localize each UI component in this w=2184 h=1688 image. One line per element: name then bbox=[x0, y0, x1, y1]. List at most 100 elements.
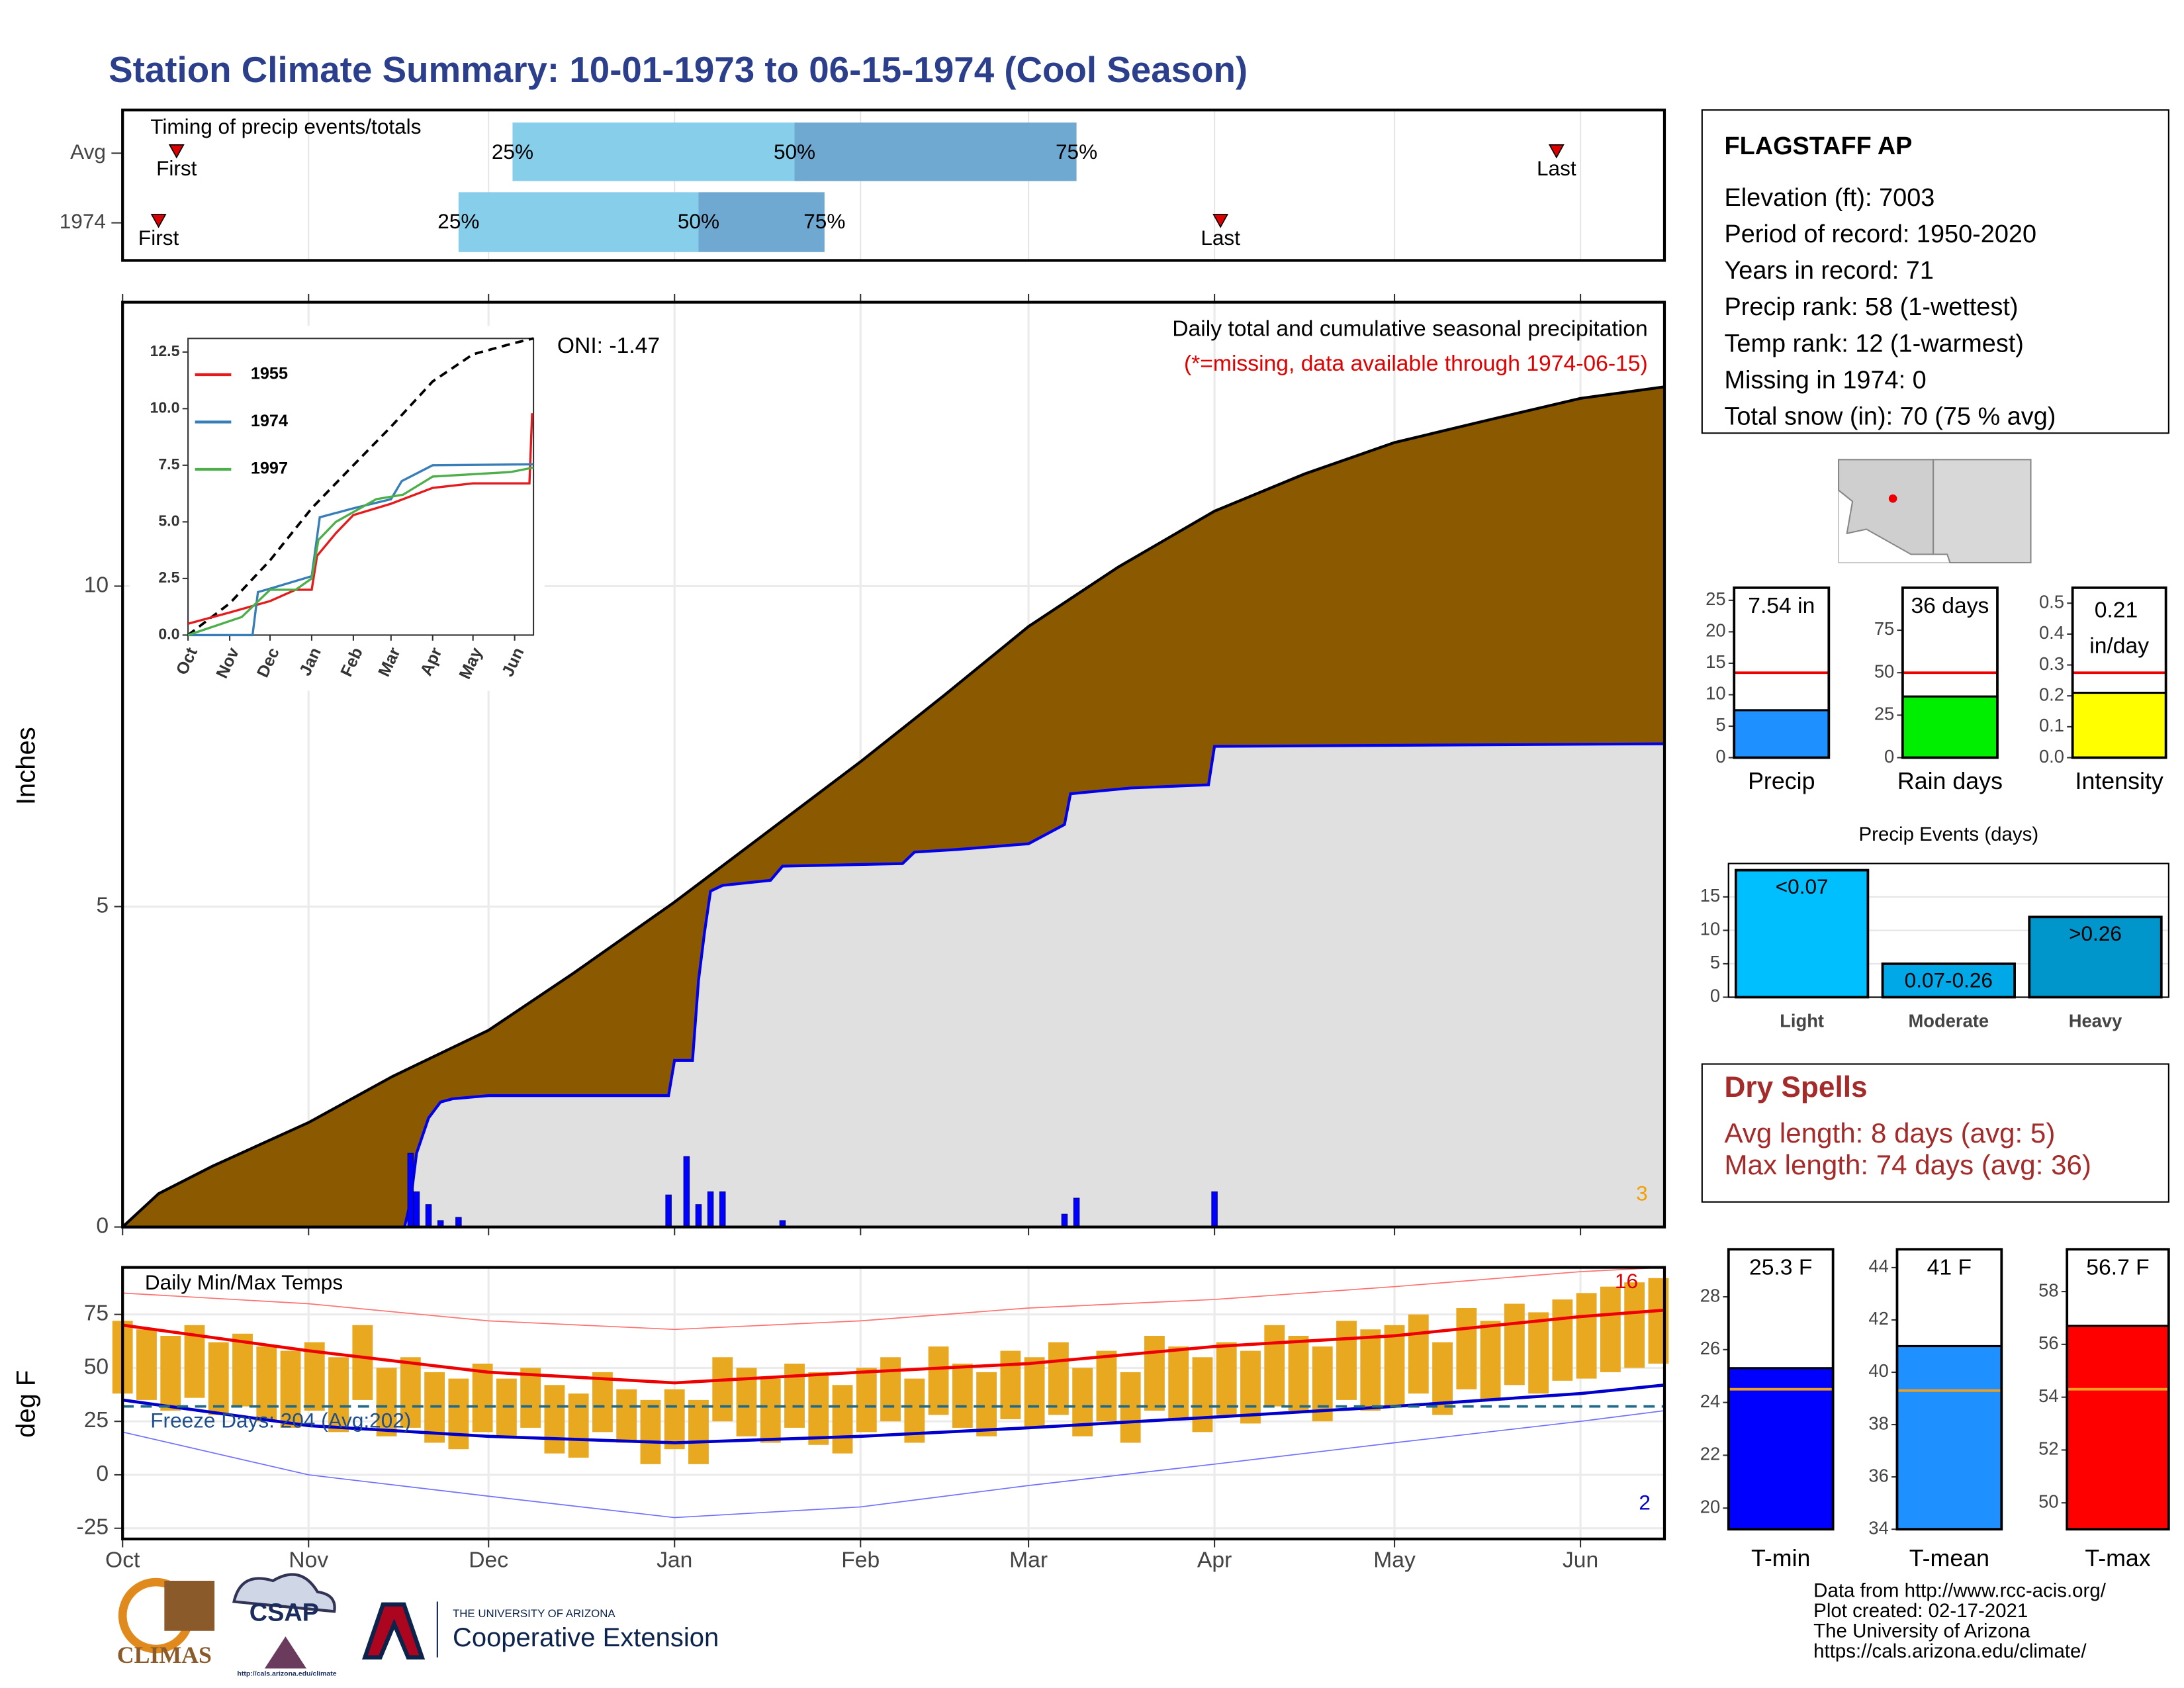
temp-range-bar bbox=[208, 1342, 229, 1415]
y-tick-label: 75 bbox=[1874, 618, 1894, 639]
temp-range-bar bbox=[1480, 1321, 1501, 1400]
x-tick-label: Jun bbox=[1563, 1548, 1598, 1572]
temp-range-bar bbox=[232, 1333, 253, 1407]
temp-range-bar bbox=[688, 1399, 709, 1464]
temp-range-bar bbox=[1168, 1346, 1189, 1419]
event-label: First bbox=[138, 226, 179, 250]
temp-range-bar bbox=[1144, 1335, 1165, 1411]
y-tick-label: 24 bbox=[1700, 1391, 1720, 1411]
y-tick-label: 7.5 bbox=[158, 455, 179, 473]
y-tick-label: 36 bbox=[1868, 1465, 1888, 1485]
y-tick-label: -25 bbox=[76, 1515, 109, 1540]
gauge-border bbox=[2071, 586, 2167, 759]
value-label: 41 F bbox=[1927, 1256, 1972, 1280]
temp-range-bar bbox=[1624, 1282, 1645, 1368]
temp-range-bar bbox=[1192, 1357, 1213, 1432]
temp-range-bar bbox=[1216, 1342, 1237, 1415]
temp-range-bar bbox=[1360, 1329, 1381, 1411]
percentile-label: 50% bbox=[678, 209, 719, 233]
percentile-label: 25% bbox=[492, 140, 533, 164]
y-tick-label: 34 bbox=[1868, 1517, 1888, 1538]
gauge-border bbox=[1895, 1248, 2003, 1531]
value-label: >0.26 bbox=[2069, 921, 2122, 945]
category-label: Intensity bbox=[2075, 768, 2163, 794]
y-tick-label: 0.2 bbox=[2039, 684, 2064, 704]
x-tick-label: Jan bbox=[657, 1548, 692, 1572]
y-axis-label: deg F bbox=[12, 1370, 41, 1438]
y-tick-label: 20 bbox=[1700, 1496, 1720, 1517]
logo-text: THE UNIVERSITY OF ARIZONA bbox=[453, 1607, 615, 1620]
temp-range-bar bbox=[1048, 1342, 1069, 1415]
category-label: Precip bbox=[1748, 768, 1815, 794]
note: (*=missing, data available through 1974-… bbox=[1184, 352, 1648, 376]
daily-precip-bar bbox=[683, 1156, 690, 1228]
locator-map bbox=[1838, 459, 2032, 564]
y-tick-label: 28 bbox=[1700, 1285, 1720, 1305]
series-line bbox=[188, 463, 534, 637]
bar bbox=[2028, 915, 2163, 999]
y-tick-label: 44 bbox=[1868, 1256, 1888, 1276]
temp-range-bar bbox=[1336, 1321, 1357, 1400]
daily-precip-bar bbox=[455, 1217, 462, 1228]
cumulative-line bbox=[121, 385, 1665, 1229]
y-tick-label: 58 bbox=[2038, 1280, 2058, 1300]
record-min-line bbox=[122, 1410, 1665, 1519]
gauge-border bbox=[1727, 1248, 1835, 1531]
corner-count: 3 bbox=[1636, 1182, 1648, 1205]
x-tick-label: Nov bbox=[289, 1548, 328, 1572]
temp-range-bar bbox=[880, 1357, 901, 1422]
y-tick-label: 15 bbox=[1706, 651, 1725, 672]
y-tick-label: 0.1 bbox=[2039, 715, 2064, 735]
temp-range-bar bbox=[928, 1346, 949, 1415]
temp-range-bar bbox=[592, 1372, 613, 1432]
dry-spells-info: Max length: 74 days (avg: 36) bbox=[1724, 1149, 2091, 1180]
temp-range-bar bbox=[136, 1329, 157, 1400]
temp-range-bar bbox=[1576, 1293, 1597, 1379]
y-tick-label: 0 bbox=[1715, 746, 1725, 767]
y-tick-label: 50 bbox=[84, 1354, 109, 1379]
annotation: Daily total and cumulative seasonal prec… bbox=[1172, 317, 1648, 342]
logo-text: http://cals.arizona.edu/climate bbox=[237, 1670, 336, 1678]
y-tick-label: 38 bbox=[1868, 1413, 1888, 1433]
daily-precip-bar bbox=[665, 1194, 672, 1228]
temp-range-bar bbox=[856, 1368, 877, 1432]
temp-range-bar bbox=[1024, 1357, 1045, 1428]
normal-min-line bbox=[122, 1383, 1665, 1444]
event-label: First bbox=[156, 156, 197, 180]
y-tick-label: 25 bbox=[84, 1408, 109, 1432]
dry-spells-info: Avg length: 8 days (avg: 5) bbox=[1724, 1117, 2055, 1149]
category-label: T-min bbox=[1751, 1545, 1810, 1571]
station-box bbox=[1701, 109, 2169, 434]
quartile-bar bbox=[458, 192, 699, 252]
credit-line: Data from http://www.rcc-acis.org/ bbox=[1813, 1580, 2107, 1602]
event-label: Last bbox=[1201, 226, 1240, 250]
temp-range-bar bbox=[1264, 1325, 1285, 1407]
value-label: 0.21 in/day bbox=[2089, 598, 2149, 659]
category-label: T-mean bbox=[1909, 1545, 1989, 1571]
map-location bbox=[1888, 494, 1897, 503]
credit-line: The University of Arizona bbox=[1813, 1620, 2030, 1642]
chart-title: Precip Events (days) bbox=[1859, 823, 2039, 845]
oni-label: ONI: -1.47 bbox=[557, 334, 660, 358]
y-tick-label: 15 bbox=[1700, 885, 1720, 906]
x-tick-label: May bbox=[1373, 1548, 1416, 1572]
temp-range-bar bbox=[160, 1335, 181, 1411]
percentile-label: 50% bbox=[774, 140, 815, 164]
station-info: Temp rank: 12 (1-warmest) bbox=[1724, 330, 2023, 357]
logo-shape bbox=[264, 1636, 307, 1669]
y-tick-label: 42 bbox=[1868, 1308, 1888, 1329]
event-marker bbox=[1212, 214, 1229, 228]
station-info: Precip rank: 58 (1-wettest) bbox=[1724, 293, 2018, 321]
temp-range-bar bbox=[712, 1357, 733, 1422]
quartile-bar bbox=[794, 122, 1077, 181]
temp-range-bar bbox=[1408, 1314, 1429, 1394]
y-tick-label: 5 bbox=[1710, 952, 1720, 972]
cumulative-line bbox=[122, 742, 1664, 1229]
percentile-label: 75% bbox=[803, 209, 845, 233]
percentile-label: 75% bbox=[1056, 140, 1097, 164]
legend-label: 1997 bbox=[251, 459, 288, 478]
event-marker bbox=[1548, 144, 1565, 159]
temp-range-bar bbox=[808, 1372, 829, 1445]
x-tick-label: Light bbox=[1780, 1011, 1824, 1031]
temp-range-bar bbox=[328, 1357, 349, 1432]
